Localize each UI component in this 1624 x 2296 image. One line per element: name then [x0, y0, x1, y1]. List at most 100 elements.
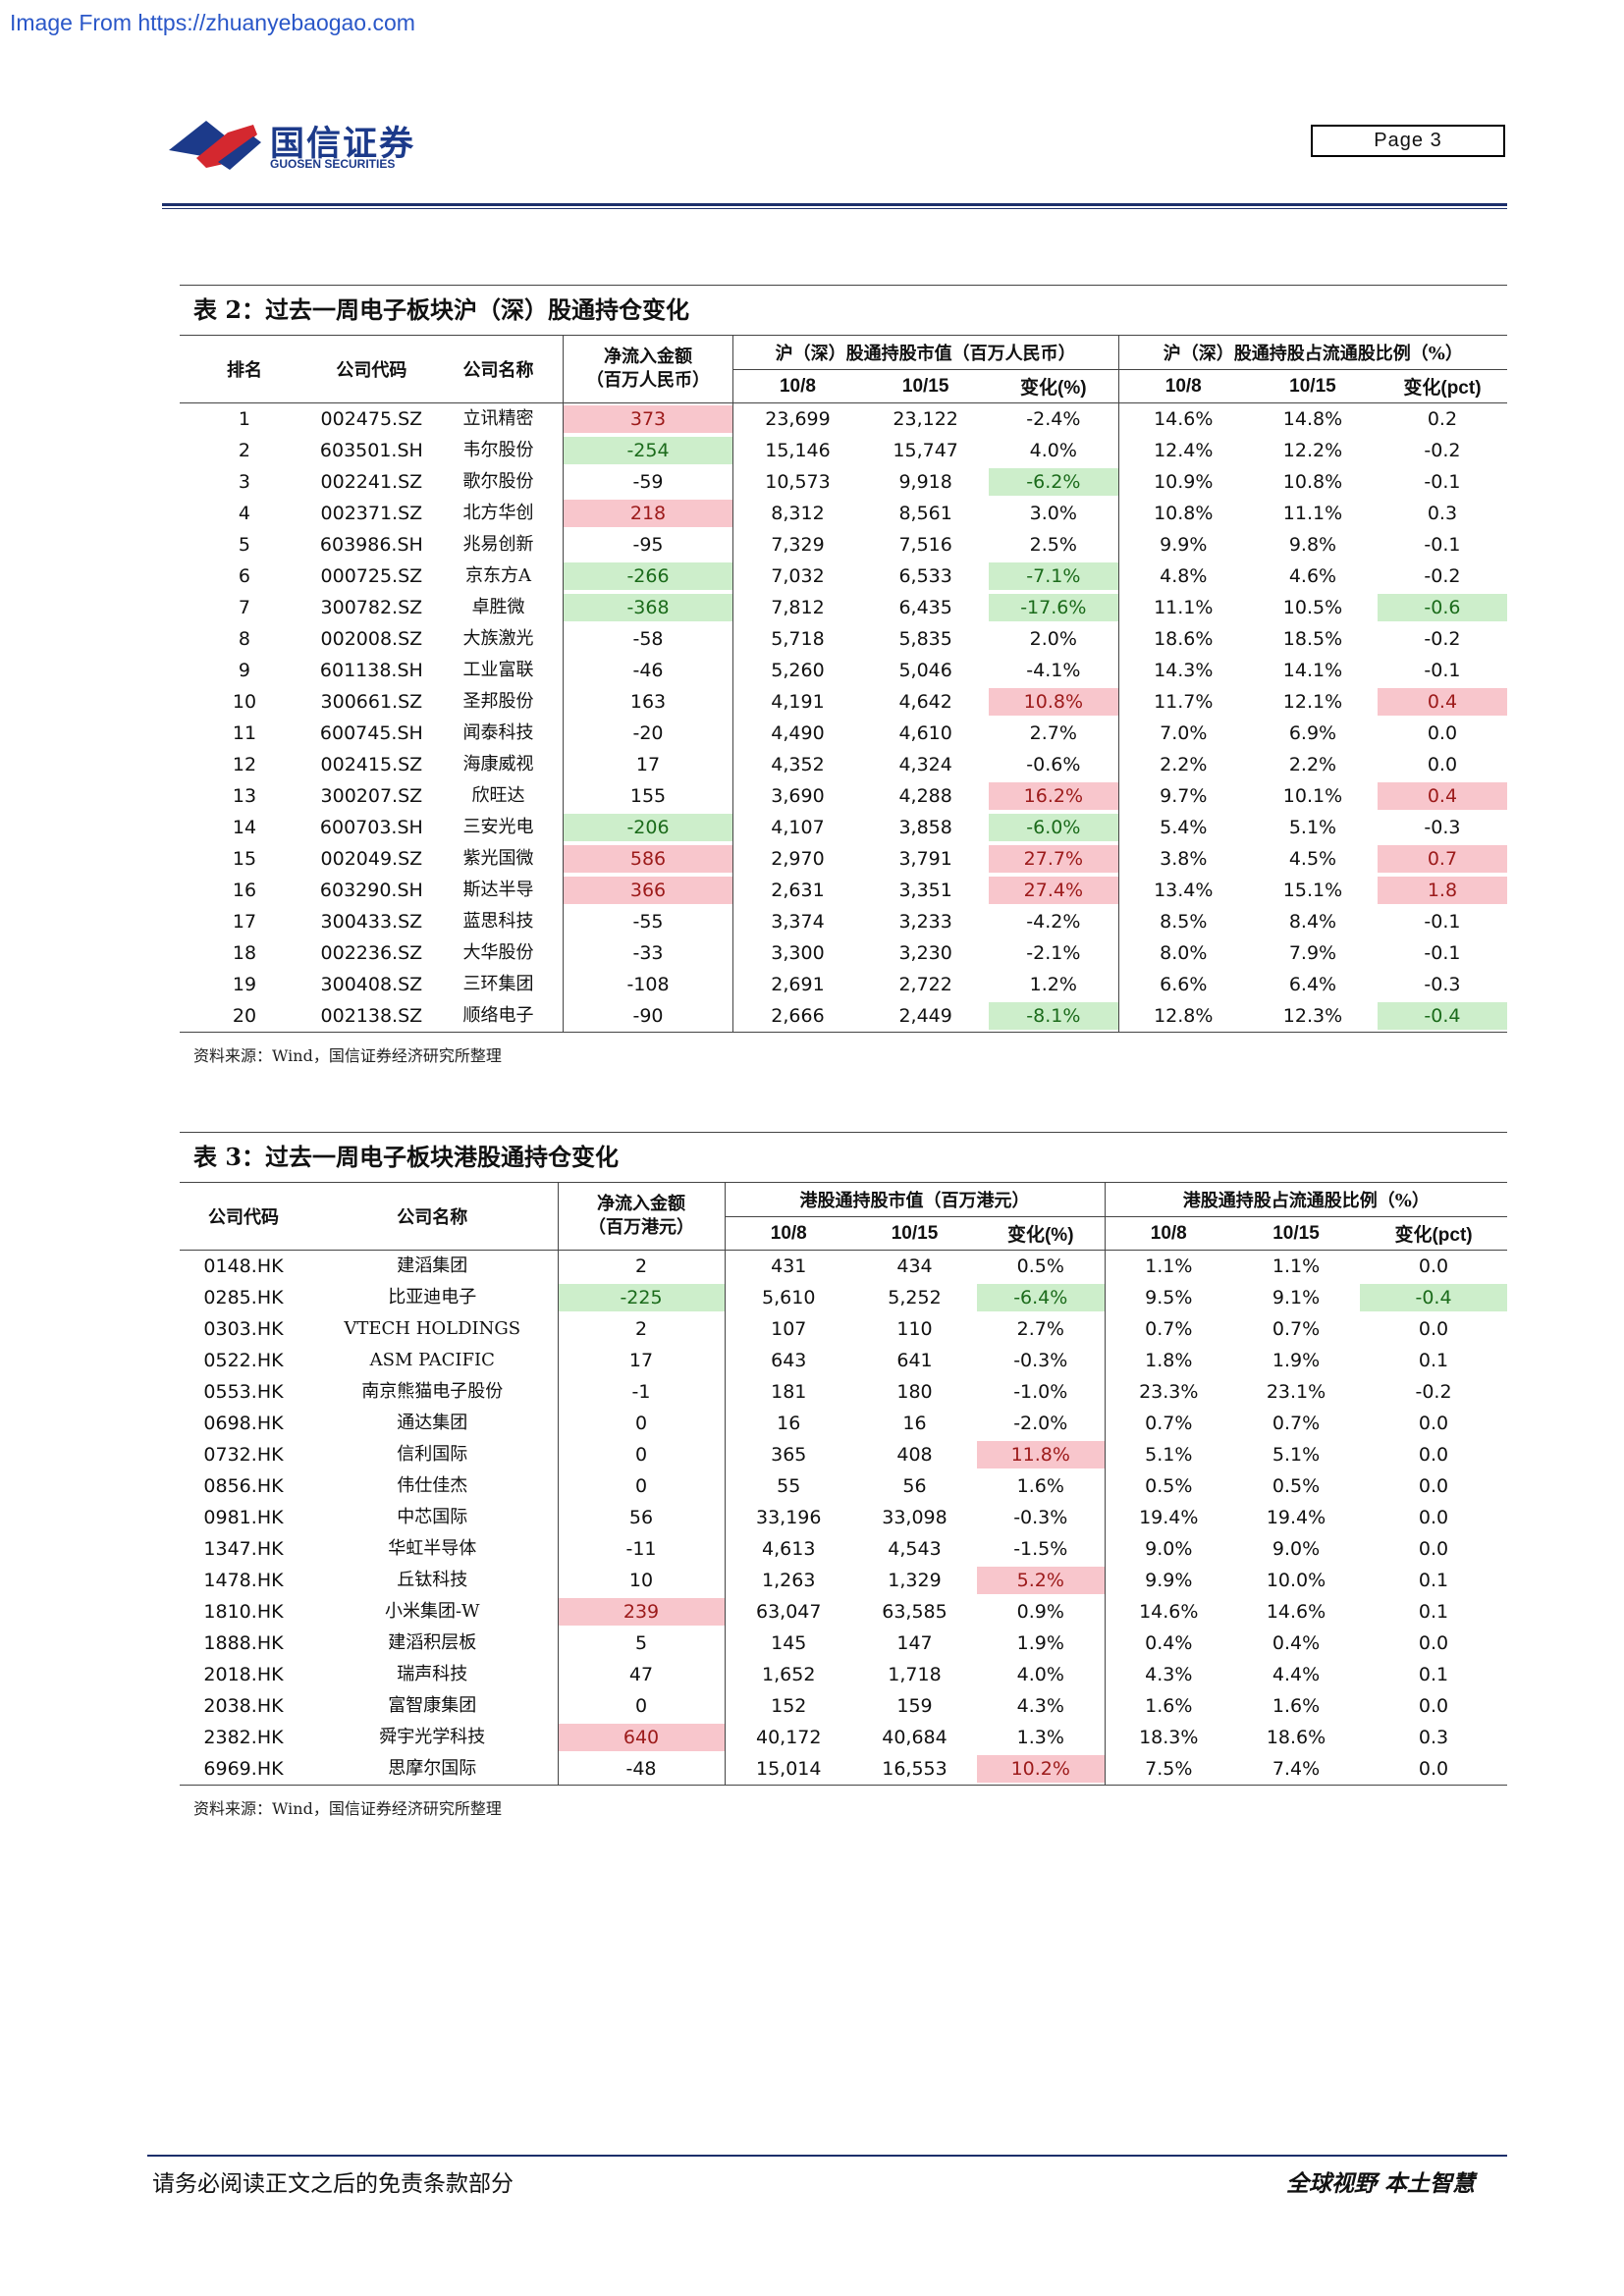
cell-code: 0698.HK — [180, 1408, 307, 1439]
cell-value: 365 — [771, 1444, 807, 1466]
cell-r1: 5.1% — [1104, 1439, 1233, 1470]
cell-value: 1.3% — [1016, 1727, 1064, 1748]
cell-mvchg: 2.5% — [989, 529, 1118, 561]
table-row: 1810.HK 小米集团-W 239 63,047 63,585 0.9% 14.6% 14.… — [180, 1596, 1507, 1628]
cell-value: 7,812 — [771, 597, 825, 618]
cell-rchg: -0.2 — [1378, 623, 1507, 655]
cell-flow: -59 — [563, 466, 733, 498]
cell-name: 工业富联 — [434, 655, 564, 686]
table-row: 7 300782.SZ 卓胜微 -368 7,812 6,435 -17.6% 11.1% 10… — [180, 592, 1507, 623]
cell-mvchg: 1.3% — [977, 1722, 1105, 1753]
cell-value: 1.1% — [1272, 1255, 1321, 1277]
footer-disclaimer: 请务必阅读正文之后的免责条款部分 — [152, 2171, 514, 2197]
cell-value: 通达集团 — [397, 1413, 468, 1433]
cell-value: -1 — [631, 1381, 651, 1403]
cell-value: 1.2% — [1029, 974, 1077, 995]
cell-value: 2,691 — [771, 974, 825, 995]
cell-rank: 8 — [180, 623, 309, 655]
cell-mvchg: -17.6% — [989, 592, 1118, 623]
table-row: 2 603501.SH 韦尔股份 -254 15,146 15,747 4.0% 12.4% 1… — [180, 435, 1507, 466]
cell-name: ASM PACIFIC — [307, 1345, 558, 1376]
cell-mv1: 152 — [724, 1690, 852, 1722]
cell-code: 0981.HK — [180, 1502, 307, 1533]
cell-value: 三环集团 — [462, 974, 534, 994]
cell-value: 0.4% — [1145, 1632, 1193, 1654]
cell-value: 2 — [238, 440, 251, 461]
cell-value: 2.5% — [1029, 534, 1077, 556]
cell-value: 366 — [564, 877, 732, 904]
cell-value: -33 — [632, 942, 664, 964]
cell-rchg: 0.2 — [1378, 403, 1507, 436]
cell-value: 5,718 — [771, 628, 825, 650]
cell-value: 5,046 — [898, 660, 952, 681]
source-url-label[interactable]: Image From https://zhuanyebaogao.com — [10, 10, 415, 35]
cell-flow: 0 — [557, 1408, 725, 1439]
cell-mvchg: 0.9% — [977, 1596, 1105, 1628]
cell-mv1: 3,374 — [731, 906, 863, 937]
cell-value: -2.1% — [1026, 942, 1081, 964]
cell-mv2: 180 — [852, 1376, 977, 1408]
cell-value: -0.1 — [1424, 942, 1461, 964]
cell-flow: 155 — [563, 780, 733, 812]
cell-r1: 12.8% — [1117, 1000, 1248, 1033]
cell-flow: -225 — [557, 1282, 725, 1313]
cell-name: 兆易创新 — [434, 529, 564, 561]
cell-rchg: 0.4 — [1377, 686, 1507, 718]
cell-value: 10.8% — [1154, 503, 1214, 524]
cell-value: 卓胜微 — [471, 597, 525, 617]
table-row: 2382.HK 舜宇光学科技 640 40,172 40,684 1.3% 18.3% 18.… — [180, 1722, 1507, 1753]
cell-code: 0522.HK — [180, 1345, 307, 1376]
cell-flow: -95 — [563, 529, 733, 561]
cell-value: -6.0% — [989, 814, 1118, 841]
col-header-ratio-d1: 10/8 — [1117, 369, 1248, 403]
cell-value: 19.4% — [1266, 1507, 1326, 1528]
table-row: 1478.HK 丘钛科技 10 1,263 1,329 5.2% 9.9% 10.0% 0.1 — [180, 1565, 1507, 1596]
cell-mv1: 181 — [724, 1376, 852, 1408]
cell-value: 002371.SZ — [320, 503, 423, 524]
cell-mv1: 10,573 — [731, 466, 863, 498]
cell-r1: 9.0% — [1104, 1533, 1233, 1565]
cell-value: 002415.SZ — [320, 754, 423, 775]
cell-flow: 0 — [557, 1690, 725, 1722]
cell-value: 0.2 — [1427, 408, 1458, 430]
cell-name: 思摩尔国际 — [307, 1753, 558, 1786]
cell-value: 10.0% — [1266, 1570, 1326, 1591]
cell-rchg: 0.3 — [1378, 498, 1507, 529]
cell-mvchg: 2.0% — [989, 623, 1118, 655]
cell-value: 0.7% — [1272, 1318, 1321, 1340]
cell-value: 1,329 — [888, 1570, 942, 1591]
cell-rank: 3 — [180, 466, 309, 498]
cell-value: 5 — [238, 534, 251, 556]
cell-code: 300782.SZ — [309, 592, 434, 623]
cell-r1: 13.4% — [1117, 875, 1248, 906]
cell-mv1: 15,146 — [731, 435, 863, 466]
cell-value: 大族激光 — [462, 628, 534, 649]
cell-mv1: 4,613 — [724, 1533, 852, 1565]
cell-value: 海康威视 — [462, 754, 534, 774]
cell-value: 601138.SH — [319, 660, 423, 681]
cell-value: 4,107 — [771, 817, 825, 838]
cell-value: 富智康集团 — [388, 1695, 477, 1716]
cell-value: 0.7% — [1145, 1413, 1193, 1434]
cell-value: 4.0% — [1029, 440, 1077, 461]
cell-value: 16 — [902, 1413, 927, 1434]
cell-r1: 10.8% — [1117, 498, 1248, 529]
col-header-name: 公司名称 — [462, 360, 534, 381]
cell-value: -6.2% — [989, 468, 1118, 496]
cell-value: 18.5% — [1282, 628, 1343, 650]
cell-value: 600703.SH — [319, 817, 423, 838]
cell-name: 三安光电 — [434, 812, 564, 843]
cell-value: 180 — [896, 1381, 933, 1403]
cell-r2: 4.4% — [1232, 1659, 1360, 1690]
col-header-mv-d1: 10/8 — [731, 369, 863, 403]
cell-value: 40,684 — [882, 1727, 947, 1748]
cell-value: 建滔积层板 — [388, 1632, 477, 1653]
cell-value: 9.8% — [1288, 534, 1337, 556]
cell-value: 9.9% — [1145, 1570, 1193, 1591]
cell-mv1: 33,196 — [724, 1502, 852, 1533]
cell-mvchg: 1.2% — [989, 969, 1118, 1000]
cell-value: 9,918 — [898, 471, 952, 493]
cell-r1: 5.4% — [1117, 812, 1248, 843]
cell-value: 丘钛科技 — [397, 1570, 468, 1590]
cell-value: 4,490 — [771, 722, 825, 744]
